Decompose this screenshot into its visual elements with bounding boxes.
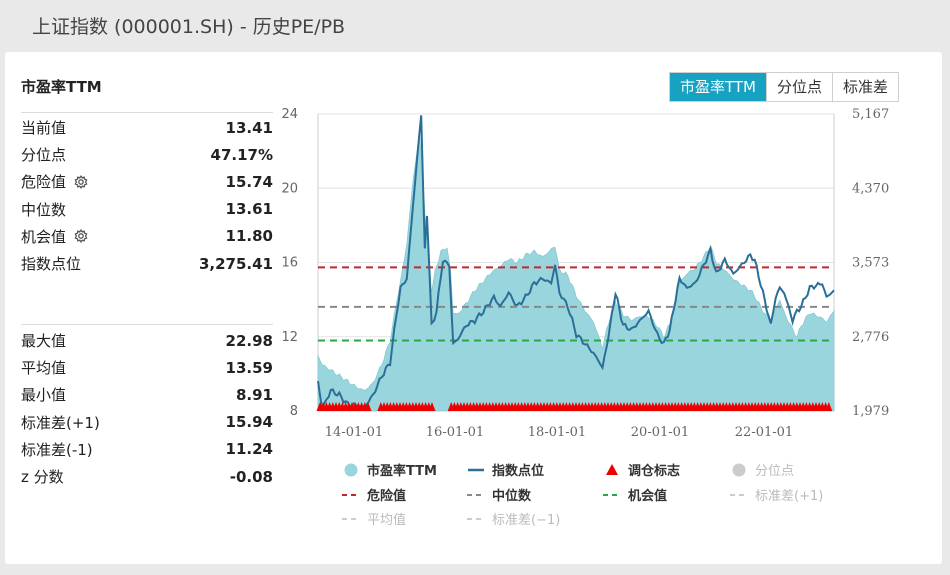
stat-label: 当前值 bbox=[21, 119, 67, 138]
rebalance-markers bbox=[316, 402, 833, 411]
x-tick-label: 14-01-01 bbox=[325, 425, 383, 440]
stat-value: 11.80 bbox=[225, 227, 273, 246]
legend-label: 中位数 bbox=[492, 488, 532, 504]
tab-std-dev[interactable]: 标准差 bbox=[832, 73, 899, 101]
y-left-tick-label: 8 bbox=[290, 404, 298, 419]
legend-item[interactable]: 中位数 bbox=[467, 488, 532, 504]
stat-value: 11.24 bbox=[225, 440, 273, 459]
legend-label: 危险值 bbox=[367, 488, 406, 504]
x-tick-label: 18-01-01 bbox=[528, 425, 586, 440]
stat-row-min: 最小值 8.91 bbox=[21, 381, 273, 408]
legend-item[interactable]: 分位点 bbox=[732, 463, 795, 480]
stat-row-opportunity: 机会值 11.80 bbox=[21, 223, 273, 250]
legend-item[interactable]: 平均值 bbox=[342, 512, 406, 528]
stat-label: 标准差(+1) bbox=[21, 413, 100, 432]
stat-row-danger: 危险值 15.74 bbox=[21, 168, 273, 195]
stat-value: 22.98 bbox=[225, 331, 273, 350]
y-right-tick-label: 1,979 bbox=[852, 404, 889, 419]
rebalance-marker bbox=[825, 402, 833, 411]
y-right-tick-label: 2,776 bbox=[852, 330, 889, 345]
y-right-tick-label: 5,167 bbox=[852, 107, 889, 122]
y-left-tick-label: 24 bbox=[281, 107, 298, 122]
settings-gear-icon[interactable] bbox=[74, 175, 88, 189]
stat-row-current: 当前值 13.41 bbox=[21, 114, 273, 141]
pe-ttm-area bbox=[317, 132, 835, 412]
divider bbox=[21, 112, 273, 113]
index-line bbox=[317, 115, 835, 410]
stat-value: 13.41 bbox=[225, 118, 273, 137]
stat-value: 3,275.41 bbox=[198, 254, 273, 273]
stat-label: 平均值 bbox=[21, 359, 67, 378]
stat-label: z 分数 bbox=[21, 468, 64, 487]
y-left-tick-label: 12 bbox=[281, 330, 298, 345]
legend-swatch-circle bbox=[344, 463, 358, 477]
settings-gear-icon[interactable] bbox=[74, 229, 88, 244]
legend-label: 指数点位 bbox=[492, 463, 544, 479]
legend-item[interactable]: 危险值 bbox=[342, 488, 406, 504]
legend-item[interactable]: 调仓标志 bbox=[606, 463, 680, 479]
stat-value: 15.74 bbox=[225, 172, 273, 191]
stat-label: 标准差(-1) bbox=[21, 440, 93, 459]
stat-label: 最大值 bbox=[21, 332, 67, 351]
stat-row-zscore: z 分数 -0.08 bbox=[21, 463, 273, 490]
stat-label: 危险值 bbox=[21, 173, 67, 192]
rebalance-marker bbox=[364, 402, 372, 411]
stat-row-index: 指数点位 3,275.41 bbox=[21, 250, 273, 277]
stat-label: 最小值 bbox=[21, 386, 67, 405]
stat-label: 机会值 bbox=[21, 227, 67, 246]
divider bbox=[21, 324, 273, 325]
legend-label: 标准差(−1) bbox=[492, 513, 560, 528]
x-tick-label: 16-01-01 bbox=[426, 425, 484, 440]
stat-label: 指数点位 bbox=[21, 255, 82, 274]
metric-tabs: 市盈率TTM 分位点 标准差 bbox=[669, 72, 900, 102]
stat-value: 15.94 bbox=[225, 413, 273, 432]
stats-top: 当前值 13.41 分位点 47.17% 危险值 15.74 中位数 13.61… bbox=[21, 114, 273, 277]
x-tick-label: 20-01-01 bbox=[631, 425, 689, 440]
legend-label: 平均值 bbox=[367, 512, 406, 528]
legend-label: 机会值 bbox=[628, 488, 667, 504]
legend-item[interactable]: 标准差(+1) bbox=[730, 489, 823, 504]
stat-label: 分位点 bbox=[21, 146, 67, 165]
legend-item[interactable]: 指数点位 bbox=[468, 463, 544, 479]
legend-label: 调仓标志 bbox=[628, 463, 680, 479]
stat-label: 中位数 bbox=[21, 200, 67, 219]
legend-item[interactable]: 标准差(−1) bbox=[467, 513, 560, 528]
rebalance-marker bbox=[428, 402, 436, 411]
stat-value: 8.91 bbox=[235, 385, 273, 404]
stat-row-mean: 平均值 13.59 bbox=[21, 354, 273, 381]
legend-item[interactable]: 市盈率TTM bbox=[344, 463, 437, 479]
stat-row-std-plus: 标准差(+1) 15.94 bbox=[21, 409, 273, 436]
stat-value: 13.59 bbox=[225, 358, 273, 377]
stat-row-median: 中位数 13.61 bbox=[21, 196, 273, 223]
y-right-tick-label: 4,370 bbox=[852, 181, 889, 196]
page-title: 上证指数 (000001.SH) - 历史PE/PB bbox=[32, 16, 346, 38]
stat-row-percentile: 分位点 47.17% bbox=[21, 141, 273, 168]
legend-label: 市盈率TTM bbox=[367, 463, 437, 479]
tab-percentile[interactable]: 分位点 bbox=[766, 73, 833, 101]
stat-value: 47.17% bbox=[210, 145, 273, 164]
y-right-tick-label: 3,573 bbox=[852, 256, 889, 271]
legend-label: 分位点 bbox=[755, 464, 794, 479]
legend-swatch-circle bbox=[732, 463, 746, 477]
panel-title: 市盈率TTM bbox=[21, 78, 102, 96]
stat-value: -0.08 bbox=[229, 467, 273, 486]
stat-row-max: 最大值 22.98 bbox=[21, 327, 273, 354]
stats-bottom: 最大值 22.98 平均值 13.59 最小值 8.91 标准差(+1) 15.… bbox=[21, 327, 273, 490]
stat-value: 13.61 bbox=[225, 200, 273, 219]
legend-item[interactable]: 机会值 bbox=[603, 488, 667, 504]
x-tick-label: 22-01-01 bbox=[735, 425, 793, 440]
stat-row-std-minus: 标准差(-1) 11.24 bbox=[21, 436, 273, 463]
legend-swatch-triangle bbox=[606, 464, 618, 475]
y-left-tick-label: 20 bbox=[281, 181, 298, 196]
legend-label: 标准差(+1) bbox=[755, 489, 823, 504]
tab-pe-ttm[interactable]: 市盈率TTM bbox=[670, 73, 767, 101]
y-left-tick-label: 16 bbox=[281, 256, 298, 271]
